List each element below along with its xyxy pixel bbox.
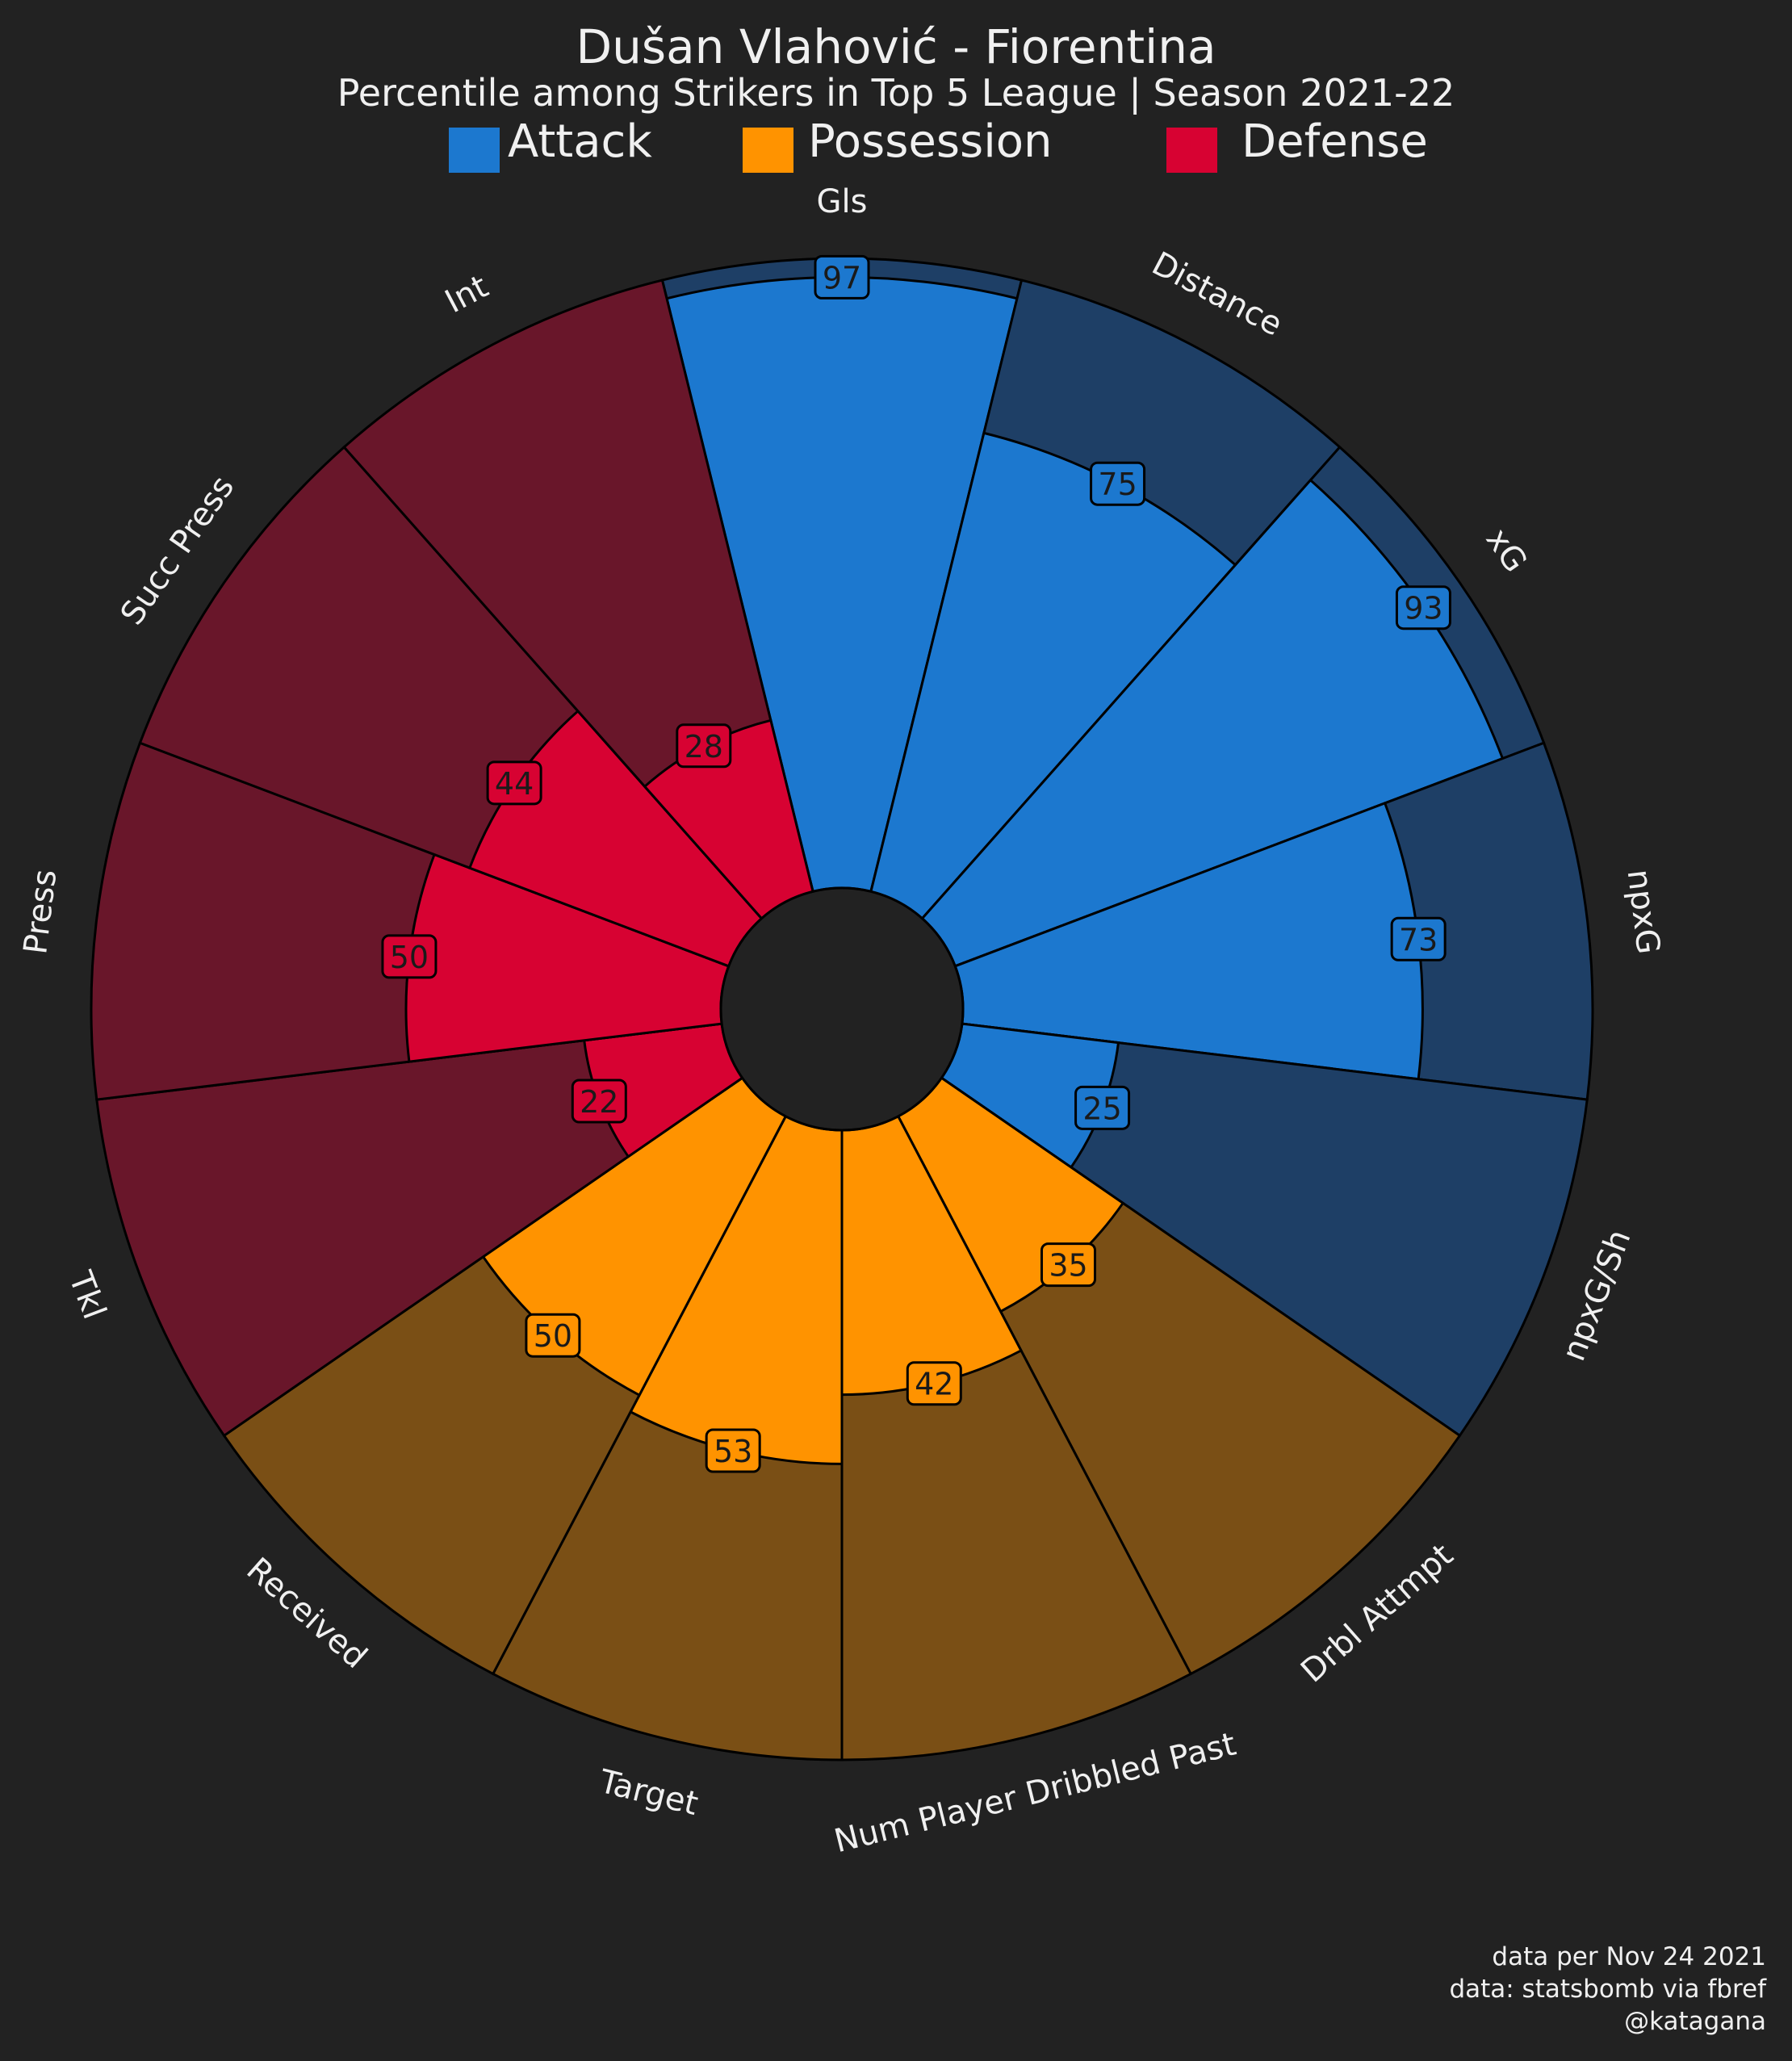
value-label-succ-press: 44 [495, 766, 534, 802]
param-label-target: Target [595, 1763, 701, 1824]
legend: Attack Possession Defense [449, 115, 1428, 173]
value-label-npxg-sh: 25 [1082, 1091, 1121, 1126]
value-drbl-attmpt: 35 [1040, 1242, 1097, 1288]
value-box-tkl [571, 1079, 627, 1124]
value-box-int [676, 723, 732, 769]
param-label-int: Int [439, 268, 494, 320]
value-label-xg: 93 [1404, 591, 1442, 626]
value-label-target: 53 [714, 1434, 752, 1469]
value-label-npxg: 73 [1399, 922, 1438, 957]
value-press: 50 [381, 934, 438, 979]
value-label-int: 28 [685, 729, 723, 764]
value-label-distance: 75 [1098, 467, 1137, 502]
value-box-npxg-sh [1074, 1085, 1131, 1130]
legend-label-attack: Attack [508, 115, 652, 168]
param-label-xg: xG [1479, 522, 1535, 579]
value-succ-press: 44 [486, 760, 542, 806]
legend-swatch-attack [449, 128, 500, 173]
param-label-npxg: npxG [1620, 867, 1667, 956]
param-label-tkl: Tkl [61, 1266, 113, 1324]
param-label-gls: Gls [817, 183, 868, 220]
param-label-distance: Distance [1146, 245, 1288, 344]
value-box-succ-press [486, 760, 542, 806]
value-num-player-dribbled-past: 42 [906, 1361, 962, 1406]
footer-date: data per Nov 24 2021 [1492, 1942, 1766, 1971]
value-target: 53 [705, 1428, 761, 1473]
value-label-drbl-attmpt: 35 [1049, 1248, 1087, 1284]
param-label-npxg-sh: npxG/Sh [1555, 1225, 1638, 1366]
footer: data per Nov 24 2021 data: statsbomb via… [1449, 1942, 1767, 2036]
legend-label-defense: Defense [1241, 115, 1428, 168]
footer-credit: @katagana [1624, 2007, 1766, 2036]
value-box-received [525, 1313, 581, 1358]
value-npxg-sh: 25 [1074, 1085, 1131, 1130]
chart-title: Dušan Vlahović - Fiorentina [576, 19, 1216, 74]
value-box-target [705, 1428, 761, 1473]
value-xg: 93 [1395, 585, 1451, 630]
value-box-gls [814, 254, 870, 300]
chart-subtitle: Percentile among Strikers in Top 5 Leagu… [337, 71, 1455, 115]
value-box-drbl-attmpt [1040, 1242, 1097, 1288]
value-label-num-player-dribbled-past: 42 [915, 1367, 953, 1402]
value-npxg: 73 [1390, 916, 1447, 961]
param-label-press: Press [17, 867, 64, 956]
value-tkl: 22 [571, 1079, 627, 1124]
value-box-xg [1395, 585, 1451, 630]
value-label-received: 50 [534, 1318, 572, 1354]
value-label-tkl: 22 [580, 1084, 618, 1120]
value-label-press: 50 [390, 940, 429, 975]
value-box-num-player-dribbled-past [906, 1361, 962, 1406]
legend-swatch-possession [743, 128, 793, 173]
value-distance: 75 [1090, 461, 1146, 506]
center-hole [719, 886, 965, 1132]
value-box-npxg [1390, 916, 1447, 961]
legend-swatch-defense [1166, 128, 1217, 173]
value-gls: 97 [814, 254, 870, 300]
footer-source: data: statsbomb via fbref [1449, 1975, 1767, 2004]
value-received: 50 [525, 1313, 581, 1358]
value-box-distance [1090, 461, 1146, 506]
value-label-gls: 97 [823, 260, 861, 295]
value-int: 28 [676, 723, 732, 769]
value-box-press [381, 934, 438, 979]
legend-label-possession: Possession [808, 115, 1053, 168]
